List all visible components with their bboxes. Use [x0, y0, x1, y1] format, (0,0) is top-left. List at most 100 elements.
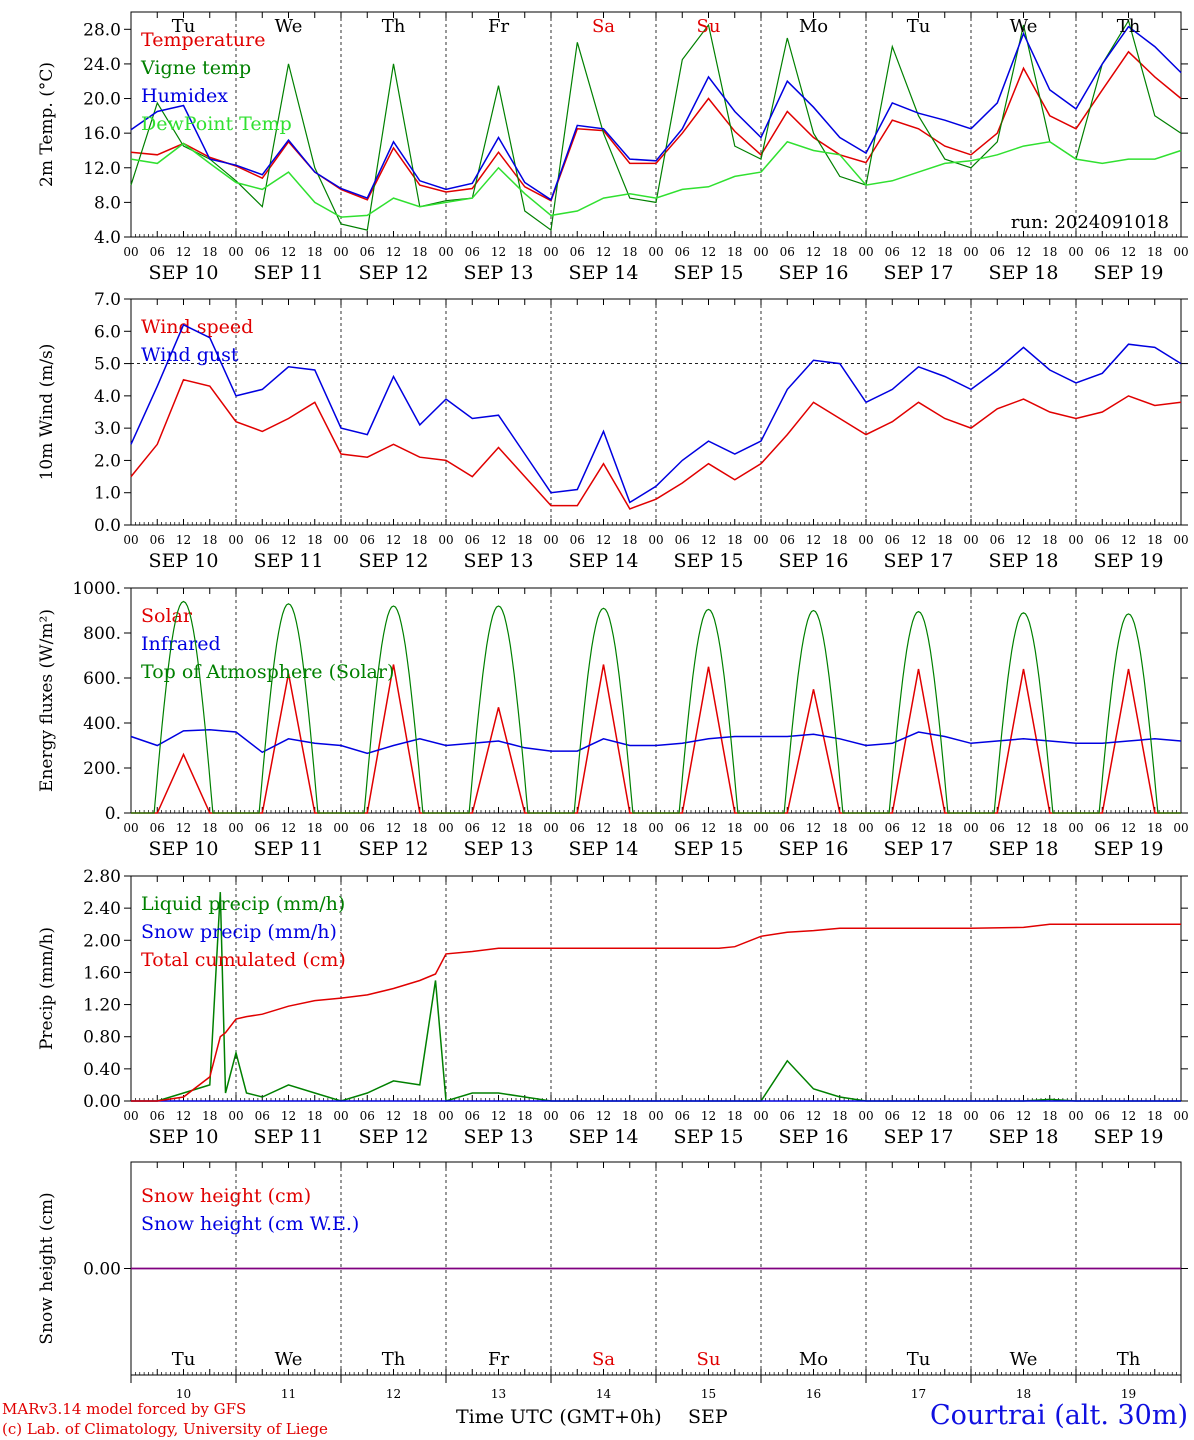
date-label: SEP 11: [254, 838, 324, 860]
hour-tick-label: 00: [333, 1109, 348, 1123]
y-tick-label: 0.0: [94, 516, 121, 536]
hour-tick-label: 12: [1016, 1109, 1031, 1123]
hour-tick-label: 06: [255, 533, 270, 547]
y-tick-label: 5.0: [94, 355, 121, 375]
hour-tick-label: 00: [648, 821, 663, 835]
hour-tick-label: 06: [570, 821, 585, 835]
hour-tick-label: 12: [911, 1109, 926, 1123]
hour-tick-label: 00: [333, 245, 348, 259]
hour-tick-label: 06: [780, 245, 795, 259]
hour-tick-label: 18: [937, 533, 952, 547]
hour-tick-label: 06: [675, 821, 690, 835]
y-tick-label: 3.0: [94, 419, 121, 439]
series-line-wind-gust: [130, 323, 1182, 504]
hour-tick-label: 00: [438, 533, 453, 547]
hour-tick-label: 18: [1147, 245, 1162, 259]
legend-entry: DewPoint Temp: [141, 113, 292, 135]
hour-tick-label: 18: [937, 821, 952, 835]
series-line-dewpoint-temp: [130, 140, 1182, 218]
hour-tick-label: 18: [832, 1109, 847, 1123]
y-tick-label: 0.40: [83, 1060, 121, 1080]
hour-tick-label: 12: [701, 245, 716, 259]
date-label: SEP 14: [569, 838, 639, 860]
hour-tick-label: 18: [202, 821, 217, 835]
y-tick-label: 400.: [83, 714, 121, 734]
weekday-label: Th: [382, 1349, 406, 1370]
day-number-label: 12: [386, 1387, 401, 1401]
station-name: Courtrai (alt. 30m): [929, 1400, 1188, 1431]
date-label: SEP 13: [464, 1126, 534, 1148]
hour-tick-label: 00: [858, 821, 873, 835]
date-label: SEP 17: [884, 262, 954, 284]
y-tick-label: 7.0: [94, 290, 121, 310]
legend-entry: Solar: [141, 605, 193, 627]
plot-frame: [130, 587, 1182, 814]
hour-tick-label: 12: [596, 533, 611, 547]
hour-tick-label: 18: [517, 533, 532, 547]
y-tick-label: 24.0: [83, 55, 121, 75]
hour-tick-label: 12: [806, 245, 821, 259]
hour-tick-label: 06: [465, 821, 480, 835]
legend-entry: Top of Atmosphere (Solar): [141, 661, 394, 683]
lab-credit: (c) Lab. of Climatology, University of L…: [2, 1420, 328, 1438]
hour-tick-label: 00: [963, 821, 978, 835]
date-label: SEP 12: [359, 550, 429, 572]
hour-tick-label: 00: [753, 245, 768, 259]
hour-tick-label: 06: [885, 245, 900, 259]
y-tick-label: 20.0: [83, 90, 121, 110]
date-label: SEP 17: [884, 1126, 954, 1148]
hour-tick-label: 06: [675, 533, 690, 547]
hour-tick-label: 12: [1121, 1109, 1136, 1123]
hour-tick-label: 18: [622, 533, 637, 547]
hour-tick-label: 18: [937, 245, 952, 259]
weekday-label: Mo: [799, 16, 828, 37]
hour-tick-label: 18: [727, 245, 742, 259]
y-tick-label: 1.60: [83, 963, 121, 983]
hour-tick-label: 06: [570, 245, 585, 259]
hour-tick-label: 18: [307, 245, 322, 259]
legend-entry: Humidex: [141, 85, 228, 107]
date-label: SEP 10: [149, 550, 219, 572]
date-label: SEP 13: [464, 550, 534, 572]
date-label: SEP 18: [989, 550, 1059, 572]
hour-tick-label: 06: [885, 1109, 900, 1123]
date-label: SEP 16: [779, 262, 849, 284]
hour-tick-label: 18: [727, 1109, 742, 1123]
date-label: SEP 11: [254, 262, 324, 284]
weekday-label: Tu: [907, 1349, 931, 1370]
hour-tick-label: 00: [753, 821, 768, 835]
y-tick-label: 1000.: [72, 579, 121, 599]
y-tick-label: 4.0: [94, 228, 121, 248]
y-tick-label: 2.80: [83, 867, 121, 887]
hour-tick-label: 00: [123, 245, 138, 259]
hour-tick-label: 06: [150, 533, 165, 547]
series-line-humidex: [130, 25, 1182, 201]
hour-tick-label: 12: [281, 821, 296, 835]
y-axis-label: 2m Temp. (°C): [37, 62, 57, 187]
date-label: SEP 16: [779, 550, 849, 572]
hour-tick-label: 18: [1147, 821, 1162, 835]
hour-tick-label: 12: [176, 533, 191, 547]
hour-tick-label: 12: [911, 821, 926, 835]
date-label: SEP 19: [1094, 1126, 1164, 1148]
hour-tick-label: 00: [1173, 245, 1188, 259]
hour-tick-label: 18: [727, 533, 742, 547]
hour-tick-label: 00: [1173, 533, 1188, 547]
series-line-vigne-temp: [130, 19, 1182, 232]
hour-tick-label: 06: [570, 533, 585, 547]
y-tick-label: 2.00: [83, 931, 121, 951]
hour-tick-label: 06: [780, 1109, 795, 1123]
weekday-label: Su: [697, 16, 721, 37]
hour-tick-label: 06: [1095, 821, 1110, 835]
hour-tick-label: 18: [1042, 821, 1057, 835]
date-label: SEP 17: [884, 838, 954, 860]
date-label: SEP 11: [254, 550, 324, 572]
hour-tick-label: 18: [1147, 533, 1162, 547]
x-axis-month: SEP: [688, 1406, 728, 1428]
hour-tick-label: 06: [885, 533, 900, 547]
hour-tick-label: 06: [675, 1109, 690, 1123]
day-number-label: 18: [1016, 1387, 1031, 1401]
date-label: SEP 16: [779, 838, 849, 860]
y-tick-label: 16.0: [83, 124, 121, 144]
hour-tick-label: 00: [648, 1109, 663, 1123]
